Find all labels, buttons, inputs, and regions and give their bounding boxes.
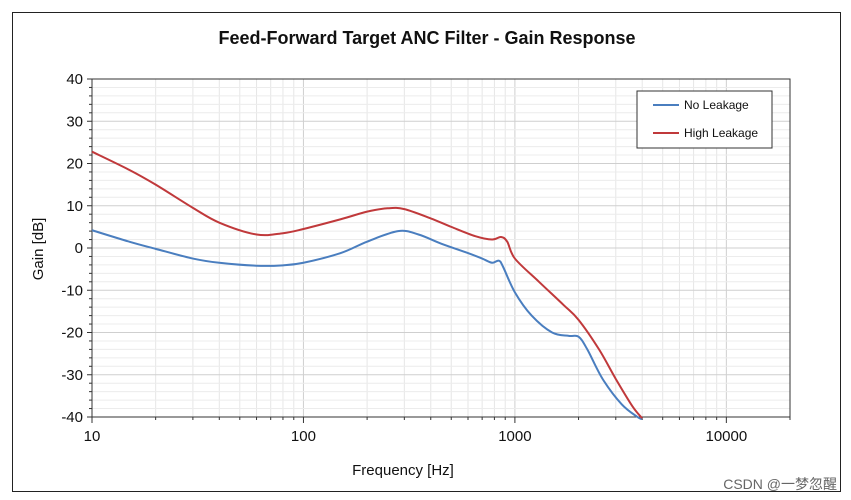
y-tick-label: 20 — [66, 156, 83, 173]
y-tick-label: -30 — [61, 367, 83, 384]
x-tick-label: 100 — [291, 428, 316, 445]
y-tick-label: 40 — [66, 71, 83, 88]
y-axis: -40 -30 -20 -10 0 10 20 30 40 — [61, 71, 92, 426]
series-lines — [91, 150, 643, 421]
watermark: CSDN @一梦忽醒 — [723, 476, 837, 492]
chart-frame: Feed-Forward Target ANC Filter - Gain Re… — [12, 12, 841, 492]
legend-box — [636, 90, 773, 149]
x-tick-label: 1000 — [498, 428, 531, 445]
series-line-high-leakage — [91, 150, 643, 419]
chart-title: Feed-Forward Target ANC Filter - Gain Re… — [218, 28, 635, 48]
x-tick-label: 10 — [84, 428, 101, 445]
x-tick-label: 10000 — [705, 428, 747, 445]
x-axis-title: Frequency [Hz] — [352, 462, 454, 479]
y-tick-label: 10 — [66, 198, 83, 215]
y-tick-label: -10 — [61, 282, 83, 299]
y-tick-label: -20 — [61, 325, 83, 342]
legend: No Leakage High Leakage — [636, 90, 773, 149]
series-line-no-leakage — [91, 229, 643, 421]
y-tick-label: 0 — [75, 240, 83, 257]
gain-response-chart: Feed-Forward Target ANC Filter - Gain Re… — [30, 28, 791, 479]
x-axis: 10 100 1000 10000 — [84, 417, 791, 445]
legend-label-no-leakage: No Leakage — [684, 98, 749, 112]
y-axis-title: Gain [dB] — [30, 218, 47, 281]
y-tick-label: 30 — [66, 113, 83, 130]
y-tick-label: -40 — [61, 409, 83, 426]
legend-label-high-leakage: High Leakage — [684, 126, 758, 140]
